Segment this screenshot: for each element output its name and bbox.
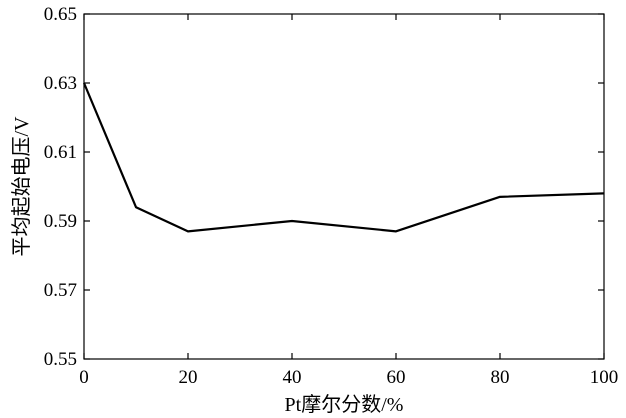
- y-tick-label: 0.57: [44, 280, 77, 301]
- x-tick-label: 20: [179, 367, 198, 388]
- data-point: [135, 206, 137, 208]
- y-tick-label: 0.63: [44, 73, 77, 94]
- y-tick-label: 0.65: [44, 4, 77, 25]
- x-tick-label: 80: [491, 367, 510, 388]
- x-axis: 0 20 40 60 80 100: [79, 14, 618, 388]
- y-axis-title: 平均起始电压/V: [10, 116, 33, 257]
- data-point: [499, 196, 501, 198]
- x-tick-label: 100: [590, 367, 619, 388]
- data-point: [395, 230, 397, 232]
- y-tick-label: 0.61: [44, 142, 77, 163]
- plot-border: [83, 13, 605, 360]
- data-point: [603, 192, 605, 194]
- y-tick-label: 0.59: [44, 211, 77, 232]
- data-point: [291, 220, 293, 222]
- y-axis: 0.55 0.57 0.59 0.61 0.63 0.65: [44, 4, 604, 370]
- y-tick-label: 0.55: [44, 349, 77, 370]
- series-group: [82, 82, 605, 233]
- x-axis-title: Pt摩尔分数/%: [285, 393, 404, 416]
- x-tick-label: 40: [283, 367, 302, 388]
- series-line: [82, 82, 605, 233]
- x-tick-label: 0: [79, 367, 89, 388]
- x-tick-label: 60: [387, 367, 406, 388]
- data-point: [187, 230, 189, 232]
- plot-area: [83, 13, 605, 360]
- data-point: [83, 82, 85, 84]
